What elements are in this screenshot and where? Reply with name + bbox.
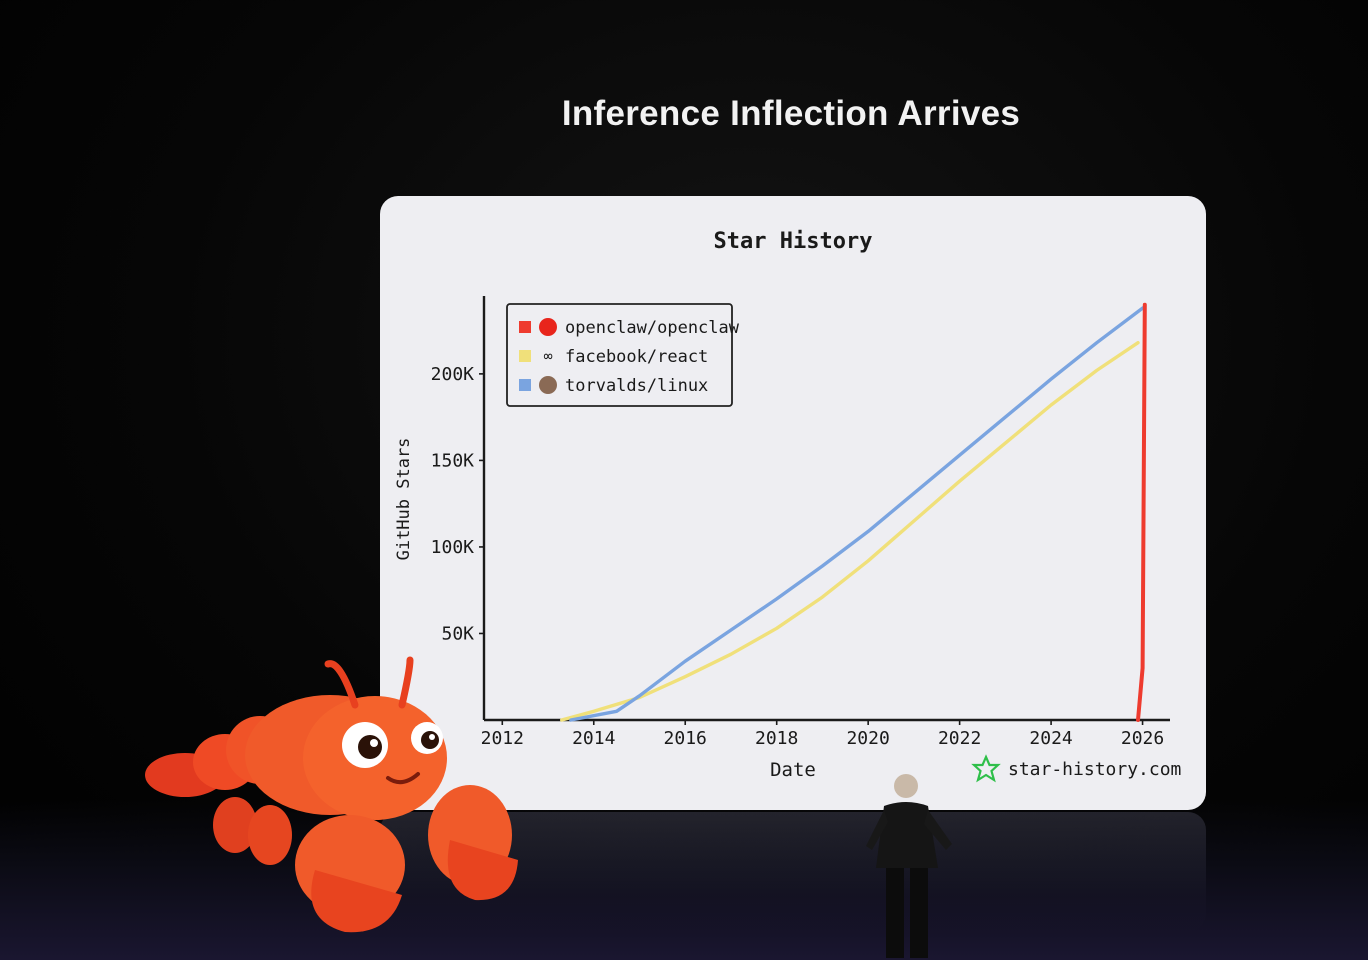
series-line-facebook-react	[560, 341, 1140, 722]
crayfish-mascot-icon	[145, 656, 518, 933]
legend-label: facebook/react	[565, 347, 708, 367]
watermark: star-history.com	[971, 754, 1181, 783]
linus-avatar-icon	[539, 376, 557, 394]
chart-axes: 2012 2014 2016 2018 2020 2022 2024 2026 50K 100K 1…	[431, 296, 1170, 749]
legend-swatch	[519, 350, 531, 362]
y-tick-label: 200K	[431, 364, 475, 385]
red-avatar-icon	[539, 318, 557, 336]
y-axis-label: GitHub Stars	[394, 438, 414, 561]
legend-label: torvalds/linux	[565, 376, 708, 396]
x-tick-label: 2026	[1121, 728, 1164, 749]
star-logo-icon	[971, 754, 1001, 783]
y-tick-label: 150K	[431, 450, 475, 471]
x-tick-label: 2012	[481, 728, 524, 749]
chart-card: Star History GitHub Stars Date 2012 2014 2…	[380, 196, 1206, 810]
x-tick-label: 2024	[1029, 728, 1072, 749]
chart-title: Star History	[714, 229, 873, 254]
x-tick-label: 2016	[664, 728, 707, 749]
x-tick-label: 2018	[755, 728, 798, 749]
legend: openclaw/openclaw ∞ facebook/react torvalds…	[506, 303, 740, 407]
y-tick-label: 100K	[431, 537, 475, 558]
slide-title: Inference Inflection Arrives	[561, 94, 1021, 133]
x-tick-label: 2020	[846, 728, 889, 749]
meta-infinity-icon: ∞	[543, 347, 552, 365]
x-tick-label: 2014	[572, 728, 615, 749]
screen-reflection	[380, 812, 1206, 932]
legend-swatch	[519, 379, 531, 391]
legend-swatch	[519, 321, 531, 333]
presenter-figure	[866, 774, 952, 958]
series-layer	[560, 302, 1147, 722]
star-history-chart: Star History GitHub Stars Date 2012 2014 2…	[394, 229, 1181, 783]
legend-label: openclaw/openclaw	[565, 318, 740, 338]
watermark-text: star-history.com	[1008, 759, 1181, 780]
legend-box	[506, 303, 733, 407]
series-line-openclaw-openclaw	[1136, 302, 1147, 722]
series-line-torvalds-linux	[569, 306, 1145, 722]
x-tick-label: 2022	[938, 728, 981, 749]
y-tick-label: 50K	[441, 623, 474, 644]
x-axis-label: Date	[770, 759, 816, 781]
